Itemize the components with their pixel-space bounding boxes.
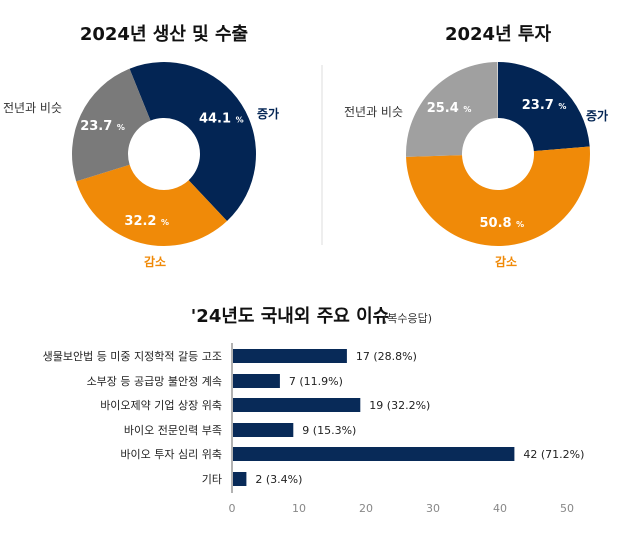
bar	[233, 472, 247, 486]
bar	[233, 423, 294, 437]
category-label: 소부장 등 공급망 불안정 계속	[87, 375, 222, 388]
slice-category-label: 전년과 비슷	[3, 101, 62, 115]
slice-value-label: 25.4 %	[427, 101, 472, 116]
bar	[233, 447, 515, 461]
bar-value-label: 17 (28.8%)	[356, 350, 417, 363]
slice-value-label: 44.1 %	[199, 111, 244, 126]
x-tick-label: 50	[560, 502, 574, 515]
slice-value-label: 23.7 %	[522, 98, 567, 113]
slice-category-label: 감소	[144, 254, 166, 269]
bar	[233, 398, 361, 412]
x-tick-label: 20	[359, 502, 373, 515]
slice-category-label: 감소	[495, 254, 517, 269]
bar-chart-subtitle: (복수응답)	[383, 312, 432, 325]
donut-right-title: 2024년 투자	[445, 24, 551, 45]
x-tick-label: 10	[292, 502, 306, 515]
category-label: 바이오제약 기업 상장 위축	[100, 398, 222, 412]
bar-value-label: 9 (15.3%)	[302, 424, 356, 437]
x-tick-label: 0	[229, 502, 236, 515]
category-label: 기타	[202, 473, 222, 486]
donut-slice	[129, 62, 256, 222]
slice-category-label: 증가	[257, 106, 279, 121]
bar-value-label: 7 (11.9%)	[289, 375, 343, 388]
category-label: 바이오 투자 심리 위축	[120, 448, 222, 461]
bar	[233, 374, 280, 388]
donut-left-title: 2024년 생산 및 수출	[80, 24, 248, 45]
slice-category-label: 전년과 비슷	[344, 105, 403, 119]
donut-slice	[76, 164, 228, 246]
category-label: 생물보안법 등 미중 지정학적 갈등 고조	[43, 349, 222, 363]
donut-slice	[71, 68, 151, 182]
donut-slice	[498, 62, 590, 152]
donut-slice	[406, 62, 498, 157]
bar-value-label: 2 (3.4%)	[255, 473, 302, 486]
slice-value-label: 23.7 %	[80, 119, 125, 134]
bar-value-label: 19 (32.2%)	[369, 399, 430, 412]
slice-value-label: 32.2 %	[124, 214, 169, 229]
bar-chart-title: '24년도 국내외 주요 이슈	[191, 306, 389, 327]
donut-slice	[406, 146, 590, 247]
bar	[233, 349, 347, 363]
slice-category-label: 증가	[586, 108, 608, 123]
slice-value-label: 50.8 %	[480, 216, 525, 231]
x-tick-label: 30	[426, 502, 440, 515]
x-tick-label: 40	[493, 502, 507, 515]
bar-value-label: 42 (71.2%)	[523, 448, 584, 461]
category-label: 바이오 전문인력 부족	[124, 424, 222, 437]
